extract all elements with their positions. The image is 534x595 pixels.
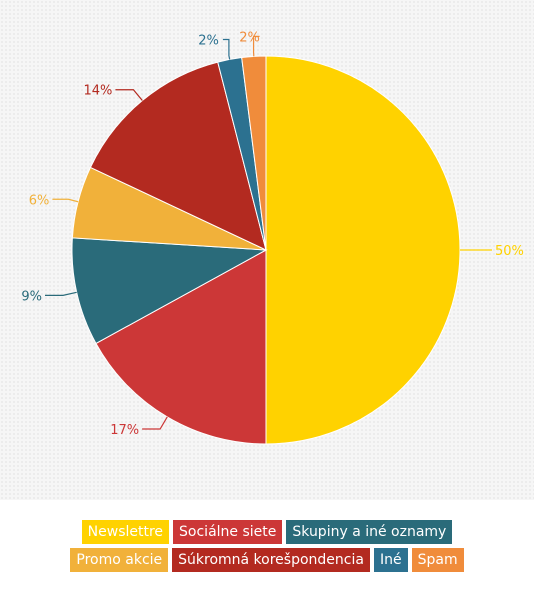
legend-item[interactable]: Skupiny a iné oznamy [286,520,453,544]
legend-item[interactable]: Promo akcie [70,548,169,572]
legend-row: Promo akcie Súkromná korešpondencia Iné Spa… [70,548,464,572]
pie-slices [71,55,461,445]
slice-label: 6% [29,193,50,208]
pie-slice [95,249,267,445]
legend-item[interactable]: Súkromná korešpondencia [172,548,370,572]
slice-label: 14% [84,84,113,99]
leader-line [52,198,79,203]
leader-line [142,416,168,430]
slice-label: 2% [239,30,260,45]
pie-labels: 50% 17% 9% 6% 14% 2% 2% [21,30,524,438]
pie-svg: 50% 17% 9% 6% 14% 2% 2% [21,30,524,445]
leader-line [45,291,77,296]
slice-label: 17% [110,423,139,438]
leader-line [115,89,143,101]
pie-slice [71,237,268,345]
plot-area: 50% 17% 9% 6% 14% 2% 2% [0,0,534,500]
legend-row: Newslettre Sociálne siete Skupiny a iné oz… [81,520,453,544]
legend-item[interactable]: Newslettre [81,520,170,544]
legend-item[interactable]: Iné [373,548,408,572]
slice-label: 50% [495,244,524,259]
leader-line [252,35,260,57]
legend: Newslettre Sociálne siete Skupiny a iné oz… [0,520,534,572]
legend-item[interactable]: Sociálne siete [173,520,283,544]
slice-label: 2% [198,34,219,49]
pie-slice [89,61,267,251]
leader-line [222,38,231,60]
legend-item[interactable]: Spam [411,548,464,572]
slice-label: 9% [21,289,42,304]
pie-slice [265,55,461,445]
